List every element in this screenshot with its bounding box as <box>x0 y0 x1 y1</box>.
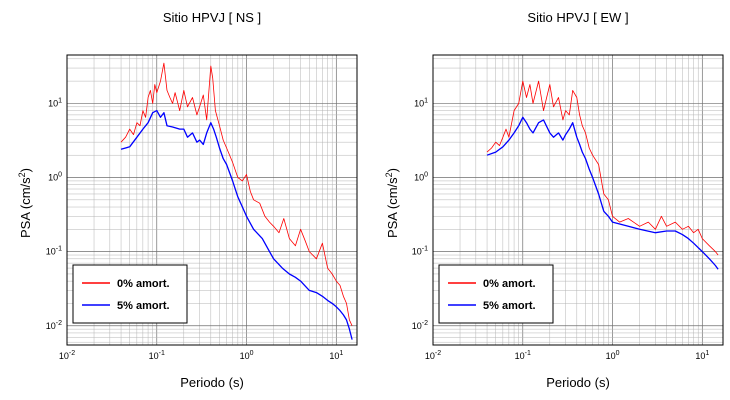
plot-frame <box>66 54 358 346</box>
x-axis-label: Periodo (s) <box>546 375 610 390</box>
grid <box>66 55 357 345</box>
x-tick-label: 101 <box>695 350 709 361</box>
legend-box <box>438 264 554 324</box>
x-tick-label: 101 <box>329 350 343 361</box>
y-tick-label: 100 <box>414 172 428 183</box>
y-tick-label: 10-1 <box>412 246 428 257</box>
y-axis-label: PSA (cm/s2) <box>384 168 400 238</box>
x-tick-label: 10-2 <box>425 350 441 361</box>
x-axis-label: Periodo (s) <box>180 375 244 390</box>
legend-label: 0% amort. <box>483 278 536 290</box>
y-tick-label: 101 <box>414 97 428 108</box>
series-line-damped <box>120 109 353 340</box>
series-layer <box>120 62 353 340</box>
y-tick-label: 100 <box>48 172 62 183</box>
y-tick-label: 10-1 <box>46 246 62 257</box>
legend-label: 5% amort. <box>117 300 170 312</box>
y-tick-label: 10-2 <box>46 320 62 331</box>
chart-ns: Sitio HPVJ [ NS ] 10-2 10-1 100 101 10-2 10-1… <box>17 10 358 390</box>
series-layer <box>486 80 719 270</box>
chart-title: Sitio HPVJ [ NS ] <box>163 10 261 25</box>
legend: 0% amort. 5% amort. <box>72 264 188 324</box>
tick-labels: 10-2 10-1 100 101 10-2 10-1 100 101 <box>412 97 710 361</box>
tick-labels: 10-2 10-1 100 101 10-2 10-1 100 101 <box>46 97 344 361</box>
series-line-undamped <box>120 62 353 326</box>
series-line-damped <box>486 116 719 270</box>
chart-ew: Sitio HPVJ [ EW ] 10-2 10-1 100 101 10-2 10-1… <box>384 10 724 390</box>
y-tick-label: 10-2 <box>412 320 428 331</box>
series-line-undamped <box>486 80 719 256</box>
plot-frame <box>432 54 724 346</box>
x-tick-label: 10-1 <box>515 350 531 361</box>
y-axis-label: PSA (cm/s2) <box>17 168 33 238</box>
legend: 0% amort. 5% amort. <box>438 264 554 324</box>
x-tick-label: 10-1 <box>149 350 165 361</box>
legend-label: 5% amort. <box>483 300 536 312</box>
x-tick-label: 100 <box>240 350 254 361</box>
y-tick-label: 101 <box>48 97 62 108</box>
x-tick-label: 100 <box>606 350 620 361</box>
chart-title: Sitio HPVJ [ EW ] <box>527 10 628 25</box>
legend-label: 0% amort. <box>117 278 170 290</box>
legend-box <box>72 264 188 324</box>
x-tick-label: 10-2 <box>59 350 75 361</box>
